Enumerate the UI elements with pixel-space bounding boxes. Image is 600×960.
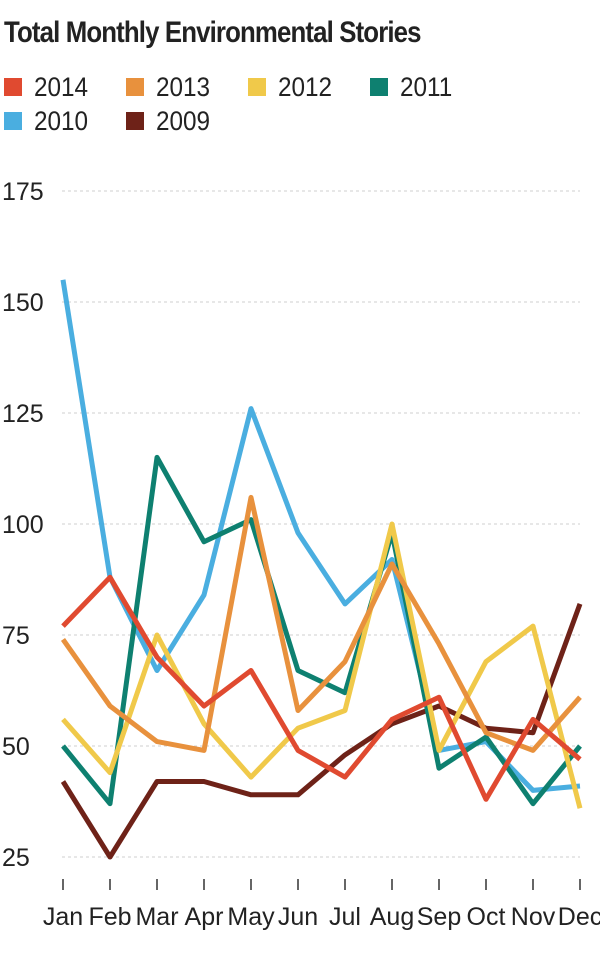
x-tick-label: Sep <box>417 903 461 931</box>
y-tick-label: 100 <box>2 511 44 539</box>
legend-item-2010: 2010 <box>4 106 94 136</box>
legend-label: 2014 <box>34 71 89 102</box>
x-tick-label: Apr <box>185 903 224 931</box>
y-tick-label: 150 <box>2 289 44 317</box>
legend-label: 2012 <box>278 71 333 102</box>
legend-item-2013: 2013 <box>126 72 216 102</box>
x-tick-label: Oct <box>467 903 506 931</box>
series-line-2012 <box>61 521 583 809</box>
legend-swatch <box>4 112 22 130</box>
series-line-2014 <box>61 574 582 802</box>
y-tick-label: 175 <box>2 178 44 206</box>
legend-label: 2009 <box>156 105 211 136</box>
y-tick-label: 50 <box>2 733 30 761</box>
x-tick-label: Jul <box>329 903 361 931</box>
legend-item-2014: 2014 <box>4 72 94 102</box>
x-tick-label: Aug <box>370 903 414 931</box>
legend: 2014 2013 2012 2011 2010 2009 <box>4 72 594 136</box>
y-tick-label: 75 <box>2 622 30 650</box>
legend-label: 2013 <box>156 71 211 102</box>
legend-swatch <box>126 78 145 96</box>
series-line-2013 <box>60 494 582 753</box>
x-tick-label: Jan <box>43 903 83 931</box>
x-tick-label: Nov <box>511 903 556 931</box>
legend-item-2012: 2012 <box>248 72 338 102</box>
series-line-2010 <box>60 279 581 793</box>
x-tick-label: Mar <box>135 903 178 931</box>
x-tick-label: May <box>227 903 275 931</box>
legend-swatch <box>370 78 389 96</box>
x-tick-label: Dec <box>558 903 600 931</box>
series-line-2011 <box>61 454 582 807</box>
legend-item-2009: 2009 <box>126 106 216 136</box>
y-tick-label: 25 <box>2 844 30 872</box>
legend-swatch <box>248 78 267 96</box>
legend-label: 2011 <box>400 71 453 102</box>
legend-label: 2010 <box>34 105 89 136</box>
x-tick-label: Jun <box>278 903 318 931</box>
x-tick-label: Feb <box>88 903 131 931</box>
legend-swatch <box>126 112 145 130</box>
legend-item-2011: 2011 <box>370 72 458 102</box>
y-tick-label: 125 <box>2 400 44 428</box>
chart-title: Total Monthly Environmental Stories <box>4 16 422 49</box>
legend-swatch <box>4 78 22 96</box>
series-line-2009 <box>60 603 583 860</box>
